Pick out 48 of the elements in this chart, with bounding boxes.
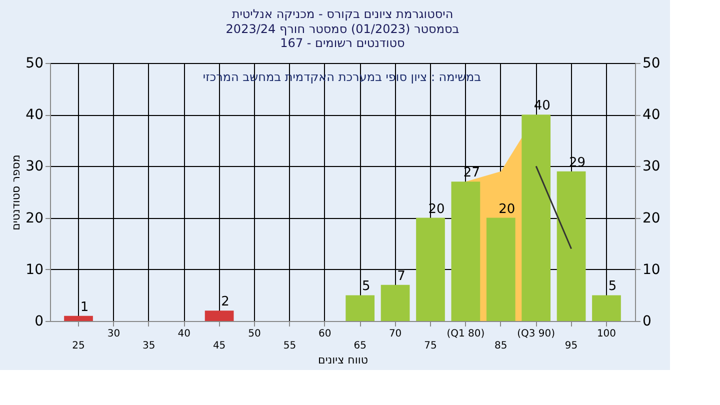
y2-tick-label: 0: [642, 314, 652, 330]
y-tick-label: 20: [26, 210, 44, 226]
x-tick-label: 45: [212, 340, 226, 352]
chart-title: היסטוגרמת ציונים בקורס - מכניקה אנליטית: [232, 7, 454, 21]
x-tick-label: 70: [388, 328, 402, 340]
x-tick-label: 40: [178, 328, 190, 340]
y2-tick-label: 40: [642, 107, 660, 124]
x-tick-label: 25: [72, 340, 85, 352]
data-label: 5: [362, 279, 370, 294]
y-tick-label: 0: [34, 314, 44, 330]
bar: [486, 218, 516, 321]
x-tick-label: (Q1 80): [446, 328, 485, 340]
data-label: 5: [608, 279, 617, 294]
chart-subtitle: בסמסטר (01/2023) סמסטר חורף 2023/24 סטודנטים רשומים - 167: [226, 22, 460, 50]
x-tick-label: 75: [424, 340, 437, 352]
bar: [380, 284, 410, 321]
x-tick-label: 35: [142, 340, 156, 352]
bar: [64, 316, 93, 321]
bar: [346, 295, 375, 321]
y-tick-label: 10: [26, 262, 44, 278]
y2-tick-label: 50: [642, 56, 660, 72]
bar: [556, 171, 586, 321]
bar: [451, 182, 480, 321]
x-tick-label: 85: [494, 340, 508, 352]
bar: [204, 310, 234, 321]
data-label: 1: [80, 300, 89, 315]
bar: [522, 114, 551, 321]
x-tick-label: 65: [354, 340, 366, 352]
x-tick-label: (Q3 90): [517, 328, 556, 340]
x-tick-label: 55: [283, 340, 296, 352]
y2-tick-label: 30: [642, 158, 660, 175]
x-tick-label: 60: [318, 328, 332, 340]
bar: [592, 295, 621, 321]
y2-tick-label: 20: [642, 210, 660, 226]
x-tick-label: 95: [564, 340, 578, 352]
data-label: 7: [397, 268, 406, 284]
y-tick-label: 50: [26, 56, 44, 72]
y-tick-label: 30: [26, 158, 44, 175]
x-tick-label: 50: [248, 328, 261, 340]
x-axis-title: טווח ציונים: [318, 354, 368, 366]
y2-tick-label: 10: [642, 262, 660, 278]
data-label: 2: [221, 294, 230, 310]
y-axis-title: מספר סטודנטים: [10, 154, 23, 230]
y-tick-label: 40: [26, 107, 44, 124]
data-label: 20: [498, 202, 516, 217]
x-tick-label: 100: [596, 328, 616, 340]
x-tick-label: 30: [107, 328, 120, 340]
bar: [416, 218, 445, 321]
